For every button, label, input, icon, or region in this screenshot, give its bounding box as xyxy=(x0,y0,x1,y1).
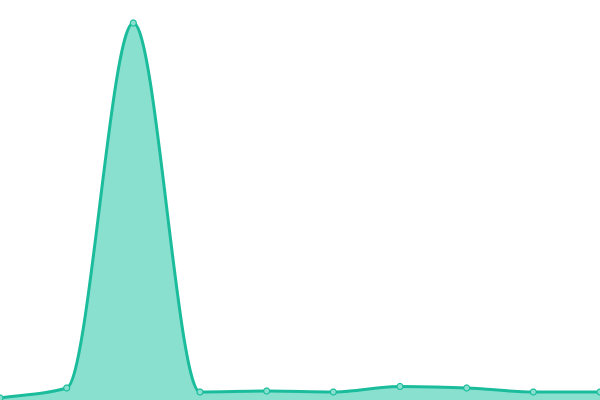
data-markers xyxy=(0,19,600,400)
series-line xyxy=(0,21,600,400)
data-point-4 xyxy=(263,387,271,395)
data-point-6 xyxy=(396,382,404,391)
data-point-8 xyxy=(529,388,537,396)
data-point-7 xyxy=(463,384,471,392)
data-point-5 xyxy=(329,388,337,396)
data-point-1 xyxy=(63,384,71,392)
data-point-2 xyxy=(129,19,137,27)
data-point-0 xyxy=(0,394,4,400)
data-point-9 xyxy=(596,388,600,396)
data-point-3 xyxy=(196,388,204,396)
area-fill xyxy=(0,23,600,400)
